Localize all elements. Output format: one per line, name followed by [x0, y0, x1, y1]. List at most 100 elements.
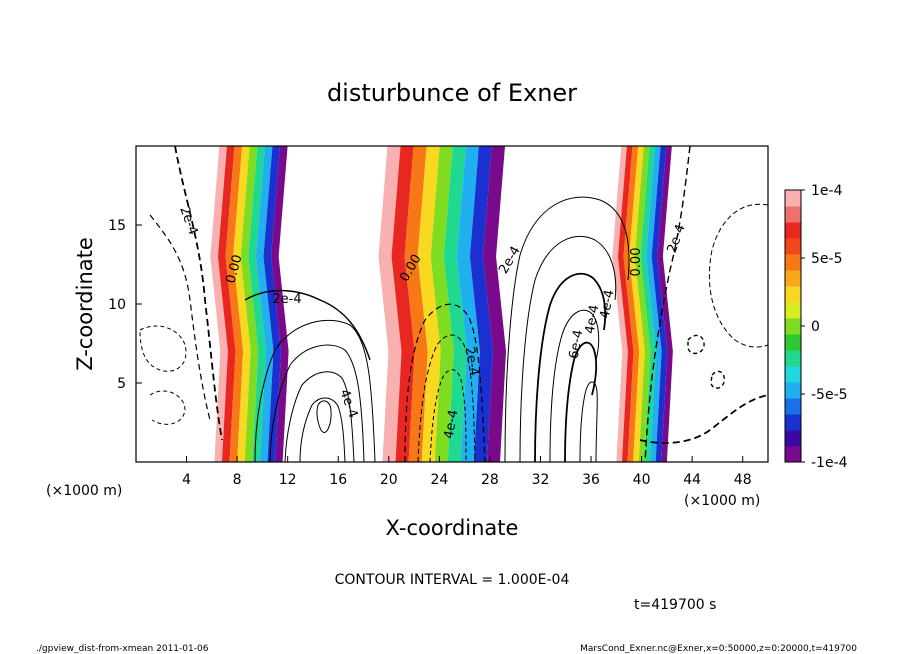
colorbar-swatch: [785, 302, 801, 319]
x-tick-label: 32: [532, 472, 550, 488]
contour-line: [504, 196, 630, 463]
colorbar-swatch: [785, 398, 801, 415]
contour-label: 4e-4: [583, 304, 603, 335]
plume-band-stripe: [233, 146, 251, 462]
x-unit-label-right: (×1000 m): [684, 493, 760, 509]
footer-right: MarsCond_Exner.nc@Exner,x=0:50000,z=0:20…: [580, 644, 857, 654]
x-tick-label: 8: [233, 472, 242, 488]
contour-line: [708, 203, 769, 348]
colorbar-swatch: [785, 414, 801, 431]
y-axis-title: Z-coordinate: [73, 237, 97, 371]
plume-band-stripe: [225, 146, 244, 462]
colorbar-swatch: [785, 238, 801, 255]
contour-line: [316, 400, 332, 433]
contour-line: [284, 371, 355, 463]
plume-band-stripe: [217, 146, 236, 462]
x-axis: 4 8 12 16 20 24 28 32 36 40 44 48: [182, 456, 752, 488]
contour-label: 4e-4: [442, 409, 462, 440]
footer-left: ./gpview_dist-from-xmean 2011-01-06: [36, 644, 209, 654]
x-tick-label: 20: [380, 472, 398, 488]
plume-band-stripe: [612, 146, 628, 462]
contour-line: [549, 309, 600, 463]
plume-band-stripe: [391, 146, 415, 462]
plume-band-stripe: [240, 146, 259, 462]
contour-line: [139, 325, 187, 372]
x-tick-label: 40: [633, 472, 651, 488]
x-axis-title: X-coordinate: [386, 516, 519, 540]
plume-band-stripe: [430, 146, 454, 462]
colorbar-swatch: [785, 270, 801, 287]
plume-band-stripe: [629, 146, 645, 462]
y-tick-label: 10: [108, 297, 126, 313]
contour-line: [404, 303, 486, 463]
color-bands: [210, 146, 673, 462]
colorbar-tick-label: 5e-5: [811, 251, 842, 267]
colorbar-swatch: [785, 334, 801, 351]
contour-interval-label: CONTOUR INTERVAL = 1.000E-04: [335, 572, 570, 588]
plume-band-stripe: [634, 146, 651, 462]
contour-line: [579, 381, 598, 463]
plume-band-stripe: [623, 146, 640, 462]
colorbar-swatch: [785, 222, 801, 239]
colorbar-tick-label: -1e-4: [811, 455, 848, 471]
plume-band-stripe: [657, 146, 673, 462]
y-tick-label: 5: [117, 376, 126, 392]
plume-band-stripe: [248, 146, 266, 462]
plume-band-stripe: [646, 146, 662, 462]
contour-line: [417, 334, 476, 463]
y-tick-label: 15: [108, 218, 126, 234]
contour-line: [710, 370, 726, 389]
contour-line: [534, 272, 607, 463]
plume-band-stripe: [469, 146, 493, 462]
contour-line: [269, 344, 365, 463]
contour-line: [644, 145, 691, 463]
plume-band-stripe: [456, 146, 480, 462]
contour-label: 0.00: [224, 253, 246, 285]
colorbar-swatch: [785, 254, 801, 271]
contour-line: [174, 145, 223, 441]
plume-band-stripe: [404, 146, 428, 462]
colorbar-tick-label: 1e-4: [811, 183, 843, 199]
plume-band-stripe: [651, 146, 668, 462]
y-axis: 5 10 15: [108, 218, 142, 392]
contour-line: [687, 334, 705, 355]
x-tick-label: 28: [481, 472, 499, 488]
contour-line: [564, 341, 598, 463]
plume-band-stripe: [271, 146, 289, 462]
x-tick-label: 16: [329, 472, 347, 488]
colorbar-swatch: [785, 286, 801, 303]
colorbar-swatch: [785, 318, 801, 335]
contour-line: [149, 390, 186, 425]
contour-line: [519, 235, 617, 463]
x-unit-label-left: (×1000 m): [46, 483, 122, 499]
contour-label: 4e-4: [598, 289, 618, 320]
contour-line: [254, 319, 376, 463]
x-tick-label: 24: [430, 472, 448, 488]
x-tick-label: 36: [582, 472, 600, 488]
plume-band-stripe: [417, 146, 441, 462]
contour-label: 2e-4: [272, 292, 301, 307]
plume-band-stripe: [263, 146, 282, 462]
colorbar-tick-label: 0: [811, 319, 820, 335]
contour-line: [149, 214, 211, 421]
colorbar-swatch: [785, 350, 801, 367]
contour-label: 0.00: [629, 248, 644, 277]
contour-label: 2e-4: [462, 346, 482, 377]
plume-band-stripe: [617, 146, 634, 462]
x-tick-label: 12: [279, 472, 297, 488]
colorbar-swatch: [785, 382, 801, 399]
colorbar: 1e-4 5e-5 0 -5e-5 -1e-4: [784, 183, 848, 471]
contour-lines: [139, 145, 769, 463]
chart-title: disturbunce of Exner: [327, 79, 577, 107]
plume-band-stripe: [640, 146, 657, 462]
colorbar-swatch: [785, 190, 801, 207]
contour-line: [244, 289, 371, 361]
time-label: t=419700 s: [634, 597, 716, 613]
plume-band-stripe: [443, 146, 467, 462]
x-tick-label: 4: [182, 472, 191, 488]
plume-band-stripe: [482, 146, 507, 462]
x-tick-label: 44: [683, 472, 701, 488]
plume-band-stripe: [378, 146, 402, 462]
